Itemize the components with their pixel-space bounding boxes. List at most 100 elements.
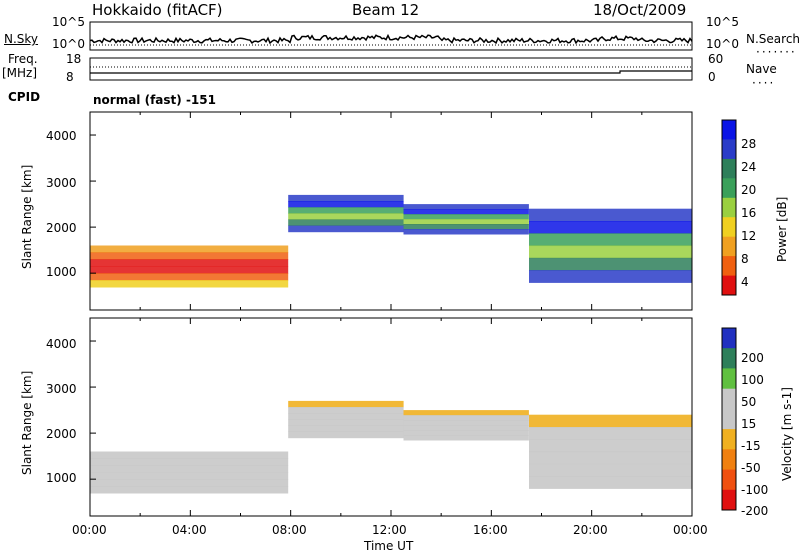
- power-echo-band: [403, 204, 529, 210]
- xtick-0800: 08:00: [272, 523, 307, 537]
- nsky-label: N.Sky: [4, 32, 39, 46]
- power-echo-band: [90, 266, 289, 274]
- beam-title: Beam 12: [352, 1, 420, 19]
- power-ytick-1000: 1000: [46, 265, 77, 279]
- power-cb-28: 28: [741, 137, 757, 151]
- freq-tick-bottom: 8: [66, 70, 74, 84]
- vel-ylabel: Slant Range [km]: [20, 370, 34, 475]
- nsearch-dots: ·······: [756, 45, 797, 59]
- power-echo-band: [403, 214, 529, 220]
- colorbar-segment: [722, 178, 736, 199]
- power-heatmap: [90, 194, 692, 288]
- power-echo-band: [288, 213, 404, 220]
- velocity-colorbar: [721, 327, 737, 511]
- vel-cb-m50: -50: [741, 461, 761, 475]
- colorbar-segment: [722, 139, 736, 160]
- power-echo-band: [403, 219, 529, 225]
- colorbar-segment: [722, 236, 736, 257]
- power-echo-band: [529, 245, 692, 259]
- colorbar-segment: [722, 368, 736, 390]
- power-cb-12: 12: [741, 229, 757, 243]
- nave-label: Nave: [746, 62, 777, 76]
- vel-cb-50: 50: [741, 395, 757, 409]
- xlabel: Time UT: [364, 539, 414, 553]
- power-echo-band: [403, 229, 529, 235]
- colorbar-segment: [722, 449, 736, 470]
- freq-unit-label: [MHz]: [2, 66, 38, 80]
- colorbar-segment: [722, 408, 736, 430]
- velocity-echo-band: [529, 439, 692, 453]
- xtick-0000: 00:00: [72, 523, 107, 537]
- power-cb-20: 20: [741, 183, 757, 197]
- axis-ticks: [89, 112, 693, 516]
- power-cb-4: 4: [741, 275, 749, 289]
- colorbar-segment: [722, 489, 736, 511]
- velocity-echo-band: [529, 451, 692, 465]
- colorbar-frame: [721, 327, 737, 511]
- power-cb-8: 8: [741, 252, 749, 266]
- velocity-echo-band: [529, 427, 692, 440]
- colorbar-segment: [722, 197, 736, 218]
- xtick-0400: 04:00: [172, 523, 207, 537]
- colorbar-segment: [722, 256, 736, 276]
- power-echo-band: [529, 233, 692, 247]
- freq-label: Freq.: [8, 52, 38, 66]
- nave-dots: ····: [752, 76, 776, 90]
- nsearch-label: N.Search: [746, 32, 800, 46]
- power-echo-band: [90, 273, 289, 281]
- power-echo-band: [529, 208, 692, 222]
- velocity-heatmap: [90, 400, 692, 494]
- vel-cb-m15: -15: [741, 439, 761, 453]
- power-echo-band: [90, 259, 289, 267]
- nsky-panel-frame: [89, 21, 693, 51]
- nave-tick-top: 60: [708, 52, 724, 66]
- power-echo-band: [529, 270, 692, 283]
- vel-cb-m100: -100: [741, 483, 769, 497]
- station-title: Hokkaido (fitACF): [92, 1, 223, 19]
- cpid-label: CPID: [8, 90, 41, 104]
- colorbar-frame: [721, 119, 737, 296]
- date-title: 18/Oct/2009: [593, 1, 687, 19]
- vel-ytick-4000: 4000: [46, 337, 77, 351]
- xtick-2000: 20:00: [573, 523, 608, 537]
- vel-ytick-1000: 1000: [46, 471, 77, 485]
- velocity-echo-band: [288, 419, 404, 426]
- vel-cb-label: Velocity [m s-1]: [780, 387, 794, 481]
- nsky-trace: [89, 33, 693, 45]
- xtick-2400: 00:00: [673, 523, 708, 537]
- power-cb-16: 16: [741, 206, 757, 220]
- nsky-tick-bottom: 10^0: [52, 37, 85, 51]
- velocity-echo-band: [288, 407, 404, 414]
- power-echo-band: [288, 194, 404, 202]
- xtick-1200: 12:00: [372, 523, 407, 537]
- colorbar-segment: [722, 469, 736, 491]
- velocity-echo-band: [90, 479, 289, 487]
- power-ytick-2000: 2000: [46, 221, 77, 235]
- colorbar-segment: [722, 328, 736, 349]
- power-echo-band: [288, 201, 404, 208]
- nsearch-tick-bottom: 10^0: [706, 37, 739, 51]
- freq-tick-top: 18: [66, 52, 82, 66]
- nave-tick-bottom: 0: [708, 70, 716, 84]
- colorbar-segment: [722, 388, 736, 410]
- power-echo-band: [90, 280, 289, 288]
- nsky-tick-top: 10^5: [52, 15, 85, 29]
- nsearch-tick-top: 10^5: [706, 15, 739, 29]
- power-cb-label: Power [dB]: [775, 196, 789, 262]
- colorbar-segment: [722, 348, 736, 369]
- power-ylabel: Slant Range [km]: [20, 164, 34, 269]
- xtick-1600: 16:00: [473, 523, 508, 537]
- vel-cb-m200: -200: [741, 504, 769, 518]
- velocity-echo-band: [529, 476, 692, 489]
- velocity-echo-band: [288, 400, 404, 408]
- power-ytick-4000: 4000: [46, 129, 77, 143]
- velocity-echo-band: [288, 425, 404, 432]
- power-ytick-3000: 3000: [46, 176, 77, 190]
- cpid-text: normal (fast) -151: [93, 93, 216, 107]
- velocity-echo-band: [90, 472, 289, 480]
- freq-panel-frame: [89, 57, 693, 81]
- velocity-echo-band: [90, 465, 289, 473]
- velocity-echo-band: [403, 420, 529, 426]
- vel-ytick-3000: 3000: [46, 382, 77, 396]
